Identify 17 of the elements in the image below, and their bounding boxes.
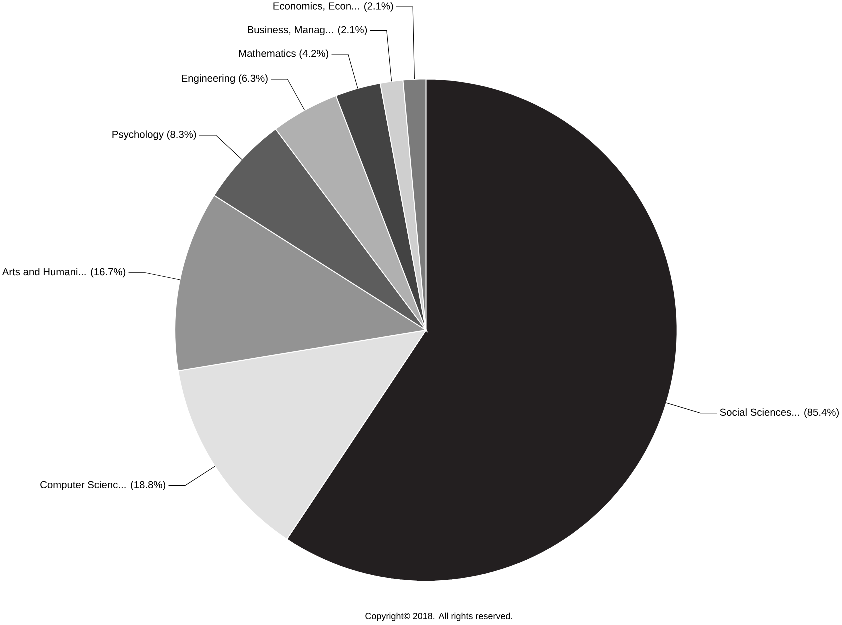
slice-label: Mathematics — [239, 50, 296, 58]
data-label: (4.2%) — [300, 50, 329, 60]
slice-label: Business, Manag... — [248, 26, 333, 36]
data-label: (6.3%) — [239, 74, 268, 84]
slice-label: Computer Scienc... — [40, 480, 126, 490]
slice-label: Social Sciences... — [720, 408, 800, 416]
slice-label: Engineering — [182, 74, 235, 84]
slice-label: Arts and Humani... — [2, 268, 86, 276]
text: Copyright© 2018. All rights reserved. — [366, 612, 512, 622]
data-label: (16.7%) — [91, 268, 126, 278]
slice-label: Economics, Econ... — [274, 2, 360, 11]
slice-label: Psychology — [112, 130, 164, 140]
data-label: (85.4%) — [804, 408, 840, 418]
data-label: (2.1%) — [364, 2, 394, 12]
data-label: (2.1%) — [338, 26, 368, 36]
data-label: (8.3%) — [167, 130, 196, 140]
data-label: (18.8%) — [131, 480, 166, 490]
